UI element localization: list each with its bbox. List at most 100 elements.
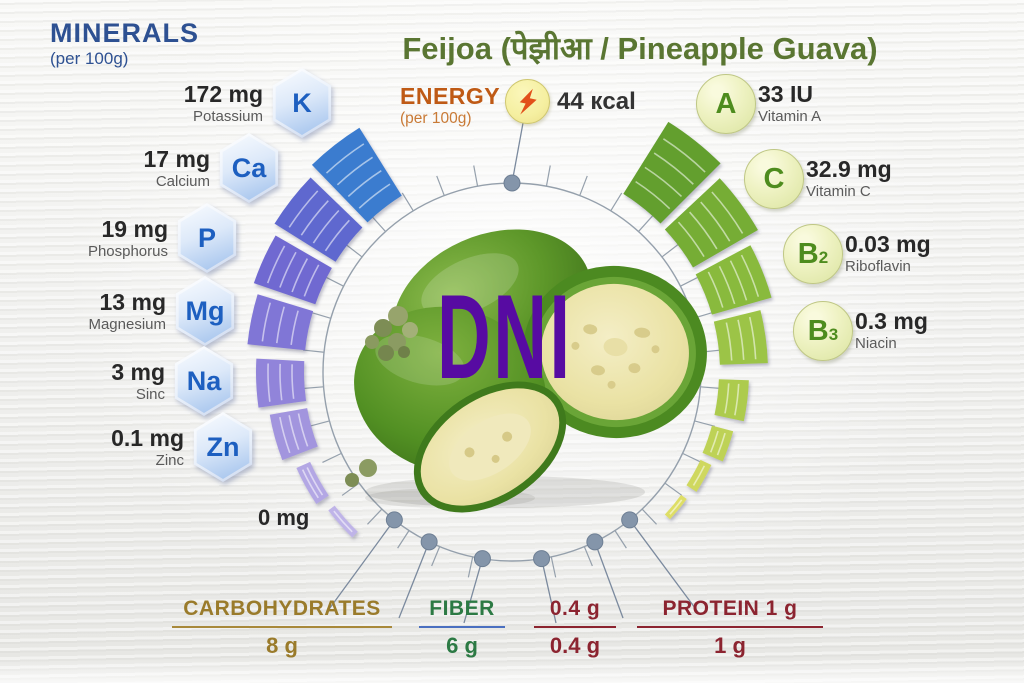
energy-title: ENERGY [400, 83, 501, 109]
gauge-segment-stripe [729, 260, 748, 301]
gauge-tick [302, 386, 324, 390]
gauge-segment-stripe [266, 245, 286, 284]
mineral-value: 172 mg [183, 81, 263, 107]
macro-label: FIBER [419, 597, 505, 628]
feijoa-seeds [464, 431, 513, 463]
gauge-segment [623, 121, 721, 224]
mineral-badge-Mg: Mg [174, 276, 236, 346]
gauge-segment-stripe [358, 183, 391, 209]
gauge-segment-stripe [288, 190, 319, 228]
mineral-value: 0.1 mg [111, 425, 184, 451]
connector-line [398, 541, 430, 619]
gauge-tick [473, 165, 479, 187]
gauge-segment-stripe [700, 201, 731, 242]
gauge-segment-stripe [662, 138, 706, 173]
mineral-row-potassium: 172 mg Potassium [184, 81, 263, 126]
gauge-segment-stripe [300, 200, 329, 236]
mineral-name: Zinc [155, 452, 184, 469]
vitamin-name: Vitamin A [758, 108, 822, 125]
gauge-segment-stripe [267, 363, 271, 402]
macro-carbohydrates: CARBOHYDRATES 8 g [172, 597, 392, 659]
gauge-segment-stripe [306, 467, 324, 496]
gauge-segment-stripe [689, 211, 718, 250]
energy-value: 44 кcal [557, 88, 636, 115]
gauge-segment-stripe [716, 432, 726, 456]
mineral-row-zinc: 0.1 mg Zinc [111, 425, 184, 470]
macro-fiber: FIBER 6 g [419, 597, 505, 659]
gauge-segment-stripe [291, 364, 295, 399]
gauge-tick [545, 165, 551, 187]
gauge-segment-stripe [748, 316, 757, 360]
gauge-dot [473, 550, 491, 568]
gauge-tick [661, 243, 679, 258]
vitamin-row-a: 33 IU Vitamin A [758, 81, 821, 126]
gauge-tick [467, 556, 474, 578]
gauge-tick [638, 215, 653, 232]
connector-line [594, 541, 624, 619]
gauge-tick [664, 482, 683, 496]
gauge-segment-stripe [303, 264, 320, 297]
vitamin-value: 0.03 mg [845, 231, 931, 257]
gauge-segment [714, 379, 749, 422]
gauge-tick [614, 530, 627, 549]
gauge-segment [702, 425, 734, 462]
gauge-segment-stripe [653, 152, 694, 185]
macro-value: 6 g [446, 633, 478, 658]
mineral-zero-label: 0 mg [258, 505, 310, 530]
gauge-segment-stripe [669, 499, 683, 515]
gauge-segment-stripe [737, 319, 745, 360]
gauge-segment-stripe [325, 143, 365, 174]
connector-line [629, 519, 699, 613]
feijoa-seeds [571, 324, 660, 389]
vitamin-value: 33 IU [758, 81, 813, 107]
gauge-tick [397, 530, 410, 549]
gauge-dot [586, 533, 604, 551]
gauge-segment-stripe [711, 191, 744, 234]
minerals-subtitle: (per 100g) [50, 49, 129, 68]
gauge-tick [700, 386, 722, 390]
mineral-name: Sinc [135, 386, 165, 403]
gauge-tick [641, 508, 657, 525]
vitamin-value: 32.9 mg [806, 156, 892, 182]
connector-line [540, 558, 557, 624]
feijoa-half-front [413, 381, 567, 513]
gauge-segment-stripe [707, 271, 724, 308]
gauge-segment-stripe [692, 465, 706, 486]
mineral-name: Magnesium [88, 316, 166, 333]
mineral-value: 17 mg [143, 146, 210, 172]
mineral-row-sodium: 3 mg Sinc [111, 359, 165, 404]
mineral-badge-Ca: Ca [218, 133, 280, 203]
mineral-name: Potassium [192, 108, 263, 125]
gauge-segment [695, 245, 772, 315]
energy-heading: ENERGY (per 100g) [400, 84, 500, 129]
gauge-segment-stripe [275, 306, 285, 344]
mineral-badge-K: K [271, 68, 333, 138]
connector-line [326, 519, 395, 613]
gauge-segment-stripe [734, 383, 740, 416]
mineral-row-magnesium: 13 mg Magnesium [88, 289, 166, 334]
gauge-tick [680, 276, 700, 287]
gauge-segment-stripe [709, 430, 719, 453]
mineral-name: Phosphorus [87, 243, 168, 260]
gauge-dot [420, 533, 438, 551]
macro-value: 0.4 g [549, 633, 601, 658]
mineral-row-calcium: 17 mg Calcium [144, 146, 210, 191]
gauge-segment-stripe [291, 258, 309, 293]
gauge-segment [311, 127, 402, 223]
mineral-value: 3 mg [111, 359, 165, 385]
gauge-tick [436, 175, 445, 196]
mineral-badge-Zn: Zn [192, 412, 254, 482]
gauge-segment-stripe [677, 221, 705, 258]
gauge-dot [503, 174, 521, 192]
minerals-heading: MINERALS (per 100g) [50, 18, 199, 70]
vitamin-name: Niacin [855, 335, 897, 352]
macro-unlabeled: 0.4 g 0.4 g [534, 597, 616, 659]
energy-subtitle: (per 100g) [400, 110, 472, 127]
gauge-tick [610, 192, 623, 212]
gauge-tick [322, 452, 342, 463]
gauge-segment-stripe [644, 166, 683, 198]
gauge-segment [274, 177, 363, 262]
mineral-badge-Na: Na [173, 346, 235, 416]
